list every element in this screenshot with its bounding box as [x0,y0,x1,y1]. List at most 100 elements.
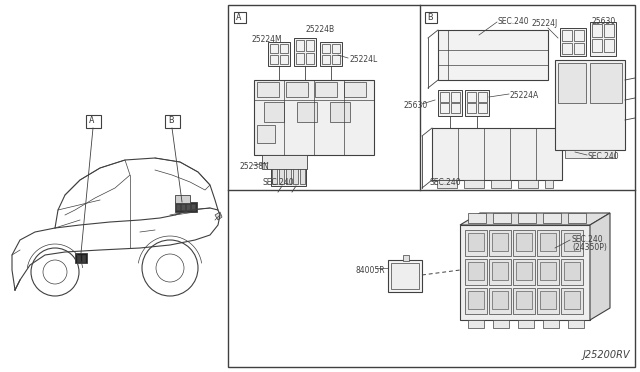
Bar [513,230,535,256]
Bar [330,102,350,122]
Bar [592,39,602,52]
Polygon shape [215,212,222,220]
Bar [440,103,449,113]
Bar [492,262,508,280]
Bar [176,204,180,210]
Bar [568,213,586,223]
Bar [561,230,583,256]
Bar [254,80,374,155]
Text: A: A [236,13,241,22]
Bar [286,164,291,184]
Bar [561,288,583,314]
Bar [175,202,197,212]
Bar [468,262,484,280]
Bar [186,204,190,210]
Bar [306,53,314,64]
Bar [489,230,511,256]
Bar [272,164,277,184]
Bar [77,255,80,262]
Bar [540,233,556,251]
Bar [537,288,559,314]
Bar [75,253,87,263]
Bar [425,12,437,23]
Bar [518,180,538,188]
Bar [562,43,572,54]
Bar [545,180,553,188]
Bar [432,128,562,180]
Text: A: A [89,116,94,125]
Bar [271,158,306,186]
Polygon shape [460,213,610,225]
Bar [280,55,288,64]
Text: SEC.240: SEC.240 [588,152,620,161]
Bar [297,102,317,122]
Bar [492,233,508,251]
Bar [562,30,572,41]
Bar [437,180,457,188]
Bar [322,55,330,64]
Bar [468,291,484,309]
Text: 25224A: 25224A [510,91,540,100]
Bar [257,125,275,143]
Bar [492,291,508,309]
Bar [564,291,580,309]
Bar [300,164,305,184]
Bar [451,103,460,113]
Bar [467,103,476,113]
Bar [270,55,278,64]
Bar [540,291,556,309]
Bar [592,24,602,37]
Bar [440,92,449,102]
Bar [543,213,561,223]
Text: J25200RV: J25200RV [582,350,630,360]
Bar [320,42,342,66]
Bar [489,259,511,285]
Bar [86,115,101,128]
Text: SEC.240: SEC.240 [572,235,604,244]
Text: 25224M: 25224M [252,35,283,44]
Bar [516,291,532,309]
Bar [181,204,185,210]
Text: B: B [168,116,173,125]
Bar [513,288,535,314]
Bar [322,44,330,53]
Bar [468,233,484,251]
Bar [558,63,586,103]
Bar [344,82,366,97]
Bar [489,288,511,314]
Bar [268,42,290,66]
Bar [332,44,340,53]
Bar [175,195,190,203]
Bar [561,259,583,285]
Bar [493,320,509,328]
Bar [468,320,484,328]
Bar [234,12,246,23]
Text: 25630: 25630 [592,17,616,26]
Text: 25630: 25630 [404,101,428,110]
Bar [518,320,534,328]
Bar [388,260,422,292]
Bar [262,155,307,169]
Bar [294,38,316,66]
Bar [555,60,625,150]
Bar [264,102,284,122]
Bar [465,90,489,116]
Bar [82,255,85,262]
Bar [543,320,559,328]
Text: 25224L: 25224L [349,55,377,64]
Text: 25238N: 25238N [240,162,269,171]
Bar [296,53,304,64]
Text: 25224J: 25224J [532,19,558,28]
Bar [468,213,486,223]
Bar [513,259,535,285]
Bar [257,82,279,97]
Bar [403,255,409,261]
Bar [560,28,586,56]
Bar [228,5,635,367]
Bar [286,82,308,97]
Bar [465,230,487,256]
Bar [590,22,616,56]
Text: (24350P): (24350P) [572,243,607,252]
Bar [518,213,536,223]
Bar [478,103,487,113]
